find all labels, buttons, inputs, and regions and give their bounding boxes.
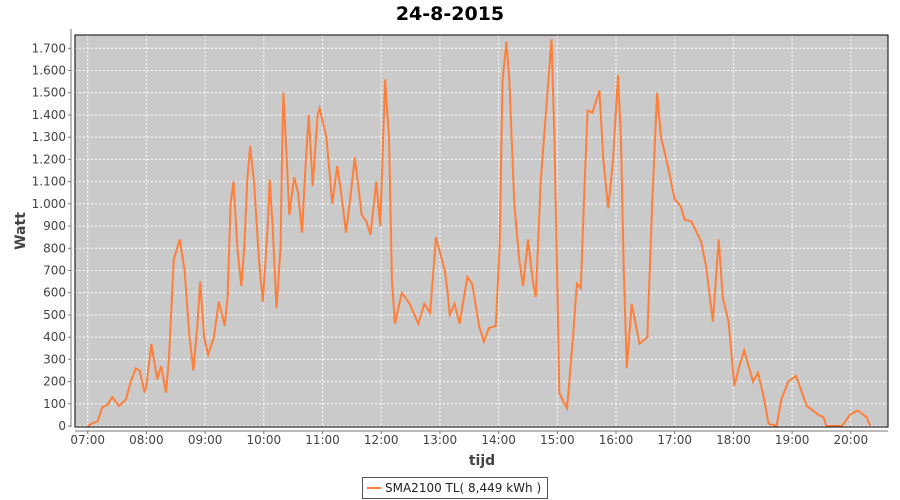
- legend-swatch: [367, 487, 381, 489]
- y-tick-label: 500: [43, 308, 66, 322]
- x-tick-label: 17:00: [657, 433, 692, 447]
- y-tick-label: 200: [43, 375, 66, 389]
- x-tick-label: 18:00: [716, 433, 751, 447]
- x-tick-label: 14:00: [481, 433, 516, 447]
- y-tick-label: 1.300: [32, 130, 66, 144]
- y-tick-label: 0: [58, 419, 66, 433]
- y-tick-label: 900: [43, 219, 66, 233]
- y-tick-label: 400: [43, 330, 66, 344]
- y-tick-label: 1.400: [32, 108, 66, 122]
- y-tick-label: 300: [43, 352, 66, 366]
- y-tick-label: 700: [43, 263, 66, 277]
- legend-label: SMA2100 TL( 8,449 kWh ): [385, 481, 542, 495]
- y-tick-label: 1.200: [32, 152, 66, 166]
- y-tick-label: 600: [43, 286, 66, 300]
- series-line: [87, 39, 872, 428]
- x-tick-label: 07:00: [70, 433, 105, 447]
- axes: 0 100 200 300 400 500 600 700 800 900 1.000 1.100 1.…: [32, 29, 888, 447]
- x-tick-label: 12:00: [364, 433, 399, 447]
- y-tick-label: 100: [43, 397, 66, 411]
- x-tick-label: 16:00: [599, 433, 634, 447]
- x-tick-label: 10:00: [247, 433, 282, 447]
- x-tick-label: 08:00: [129, 433, 164, 447]
- y-tick-label: 1.100: [32, 175, 66, 189]
- x-tick-label: 09:00: [188, 433, 223, 447]
- plot-area: [75, 35, 888, 427]
- chart-title: 24-8-2015: [395, 3, 505, 25]
- y-tick-label: 1.600: [32, 64, 66, 78]
- x-tick-label: 19:00: [775, 433, 810, 447]
- legend: SMA2100 TL( 8,449 kWh ): [362, 477, 549, 499]
- x-tick-label: 20:00: [834, 433, 869, 447]
- x-tick-label: 15:00: [540, 433, 575, 447]
- y-tick-label: 800: [43, 241, 66, 255]
- x-tick-label: 13:00: [423, 433, 458, 447]
- y-tick-label: 1.700: [32, 41, 66, 55]
- y-tick-label: 1.000: [32, 197, 66, 211]
- x-tick-label: 11:00: [305, 433, 340, 447]
- y-tick-label: 1.500: [32, 86, 66, 100]
- x-axis-label: tijd: [469, 453, 495, 469]
- plot-frame: [74, 34, 889, 428]
- y-axis-label: Watt: [13, 212, 29, 250]
